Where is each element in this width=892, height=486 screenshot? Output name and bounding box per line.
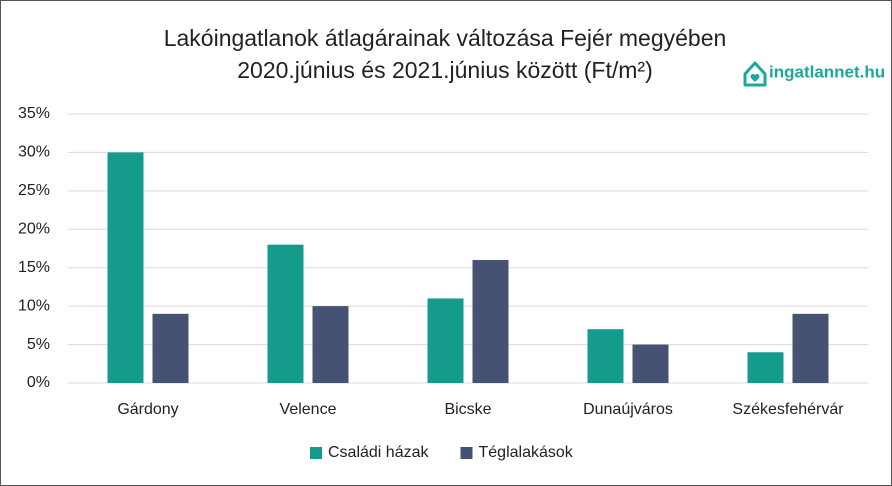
y-tick-label: 30% — [18, 144, 50, 161]
y-tick-label: 25% — [18, 182, 50, 199]
y-tick-label: 15% — [18, 259, 50, 276]
logo-icon — [743, 61, 767, 87]
chart-title: Lakóingatlanok átlagárainak változása Fe… — [164, 25, 727, 51]
bar — [632, 344, 669, 383]
legend-label: Téglalakások — [479, 444, 574, 461]
bar — [312, 306, 349, 383]
bar — [107, 152, 144, 383]
bar — [792, 313, 829, 383]
x-tick-label: Bicske — [444, 401, 491, 418]
bar — [427, 298, 464, 383]
bar — [747, 352, 784, 383]
legend-swatch — [460, 447, 473, 459]
bar — [587, 329, 624, 383]
y-tick-label: 35% — [18, 105, 50, 122]
chart-subtitle: 2020.június és 2021.június között (Ft/m²… — [237, 57, 652, 83]
x-tick-label: Velence — [280, 401, 337, 418]
x-tick-label: Székesfehérvár — [732, 401, 844, 418]
legend-swatch — [310, 447, 322, 459]
x-tick-label: Gárdony — [117, 401, 178, 418]
bar — [472, 260, 509, 383]
y-tick-label: 10% — [18, 297, 50, 314]
bar — [267, 244, 304, 383]
y-tick-label: 20% — [18, 221, 50, 238]
y-tick-label: 5% — [27, 336, 50, 353]
x-tick-label: Dunaújváros — [583, 401, 673, 418]
logo: ingatlannet.hu — [769, 62, 885, 81]
bar — [152, 313, 189, 383]
legend-label: Családi házak — [328, 444, 430, 461]
y-tick-label: 0% — [27, 374, 50, 391]
